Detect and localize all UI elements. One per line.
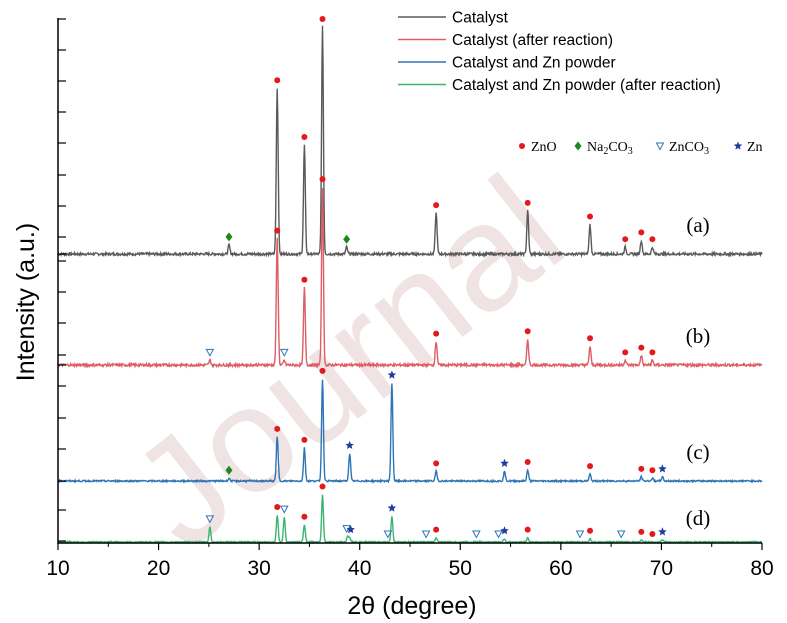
phase-marker-zn-d	[658, 527, 667, 536]
phase-marker-zno-b	[587, 335, 594, 342]
phase-marker-znco3-d	[616, 530, 626, 539]
phase-marker-zno-b	[274, 227, 281, 234]
panel-label-c: (c)	[686, 440, 709, 464]
phase-marker-zno-b	[433, 330, 440, 337]
phase-marker-znco3-b	[205, 348, 215, 357]
phase-marker-zno-c	[433, 460, 440, 467]
x-tick-label: 20	[147, 557, 170, 580]
panel-label-d: (d)	[686, 506, 711, 530]
phase-marker-zno-c	[524, 458, 531, 465]
phase-marker-zn-d	[500, 526, 509, 535]
phase-marker-zno-a	[274, 77, 281, 84]
phase-marker-znco3-d	[421, 530, 431, 539]
phase-marker-zno-c	[649, 467, 656, 474]
watermark: Journal	[101, 144, 592, 579]
x-tick-label: 50	[449, 557, 472, 580]
panel-label-a: (a)	[686, 213, 709, 237]
phase-marker-zn-c	[658, 464, 667, 473]
phase-marker-zno-d	[587, 527, 594, 534]
phase-legend-label-znco3: ZnCO3	[669, 140, 709, 157]
x-tick-label: 60	[549, 557, 572, 580]
panel-label-b: (b)	[686, 324, 711, 348]
x-tick-label: 80	[750, 557, 773, 580]
phase-marker-zno-d	[433, 526, 440, 533]
phase-marker-znco3-d	[494, 530, 503, 539]
phase-marker-zno-a	[649, 236, 656, 243]
phase-marker-zn-c	[345, 440, 354, 449]
phase-marker-zno-a	[638, 229, 645, 236]
phase-marker-znco3-d	[575, 530, 585, 539]
phase-marker-zno-b	[524, 328, 531, 335]
phase-marker-zno-b	[622, 349, 629, 356]
phase-marker-zno-a	[622, 236, 629, 243]
phase-marker-zno-d	[524, 526, 531, 533]
phase-marker-zno-a	[587, 213, 594, 220]
series-line-a	[57, 25, 763, 258]
phase-marker-zn-d	[387, 503, 397, 512]
phase-marker-zno-b	[638, 344, 645, 351]
phase-marker-zno-c	[638, 465, 645, 472]
phase-marker-zno-a	[433, 202, 440, 209]
phase-marker-znco3-d	[383, 530, 393, 539]
phase-marker-zno-d	[638, 528, 645, 535]
phase-marker-zno-b	[319, 176, 326, 183]
legend-label-c: Catalyst and Zn powder	[452, 55, 616, 72]
phase-marker-znco3-d	[205, 515, 215, 524]
x-axis-label: 2θ (degree)	[347, 592, 476, 620]
phase-legend-label-na2co3: Na2CO3	[587, 140, 633, 157]
x-tick-label: 40	[348, 557, 371, 580]
phase-marker-zno-c	[274, 425, 281, 432]
phase-marker-zno-a	[319, 16, 326, 22]
series-line-c	[57, 379, 763, 484]
x-tick-label: 30	[247, 557, 270, 580]
phase-marker-zno-d	[319, 483, 326, 490]
series-line-d	[57, 494, 762, 545]
phase-marker-zno-d	[274, 504, 281, 510]
phase-legend-label-zn: Zn	[747, 140, 763, 155]
phase-marker-zno-a	[524, 199, 531, 206]
phase-marker-na2co3-a	[343, 234, 351, 244]
phase-legend-label-zno: ZnO	[531, 140, 557, 155]
series-line-b	[57, 188, 763, 369]
phase-marker-na2co3-a	[225, 232, 233, 242]
phase-marker-zn-d	[346, 525, 355, 534]
phase-legend-symbol-znco3	[655, 142, 665, 151]
phase-marker-zn-c	[500, 458, 509, 467]
phase-marker-na2co3-c	[225, 465, 233, 475]
phase-marker-znco3-b	[279, 348, 289, 357]
legend-label-b: Catalyst (after reaction)	[452, 32, 613, 49]
phase-marker-zno-b	[301, 276, 308, 283]
phase-marker-zn-c	[387, 370, 397, 379]
phase-marker-zno-d	[649, 531, 656, 537]
phase-legend-symbol-zno	[519, 143, 525, 149]
x-tick-label: 70	[650, 557, 673, 580]
legend-label-d: Catalyst and Zn powder (after reaction)	[452, 77, 721, 94]
y-axis-label: Intensity (a.u.)	[12, 223, 40, 381]
phase-marker-znco3-d	[279, 505, 289, 514]
phase-marker-zno-c	[301, 436, 308, 443]
phase-marker-zno-b	[649, 349, 656, 356]
phase-marker-zno-c	[587, 463, 594, 470]
phase-legend-symbol-na2co3	[574, 141, 582, 151]
x-tick-label: 10	[46, 557, 69, 580]
phase-marker-zno-c	[319, 367, 326, 374]
phase-legend-symbol-zn	[733, 141, 743, 150]
phase-marker-zno-a	[301, 134, 308, 141]
phase-marker-znco3-d	[472, 530, 481, 539]
legend-label-a: Catalyst	[452, 10, 509, 27]
phase-marker-zno-d	[301, 513, 308, 520]
